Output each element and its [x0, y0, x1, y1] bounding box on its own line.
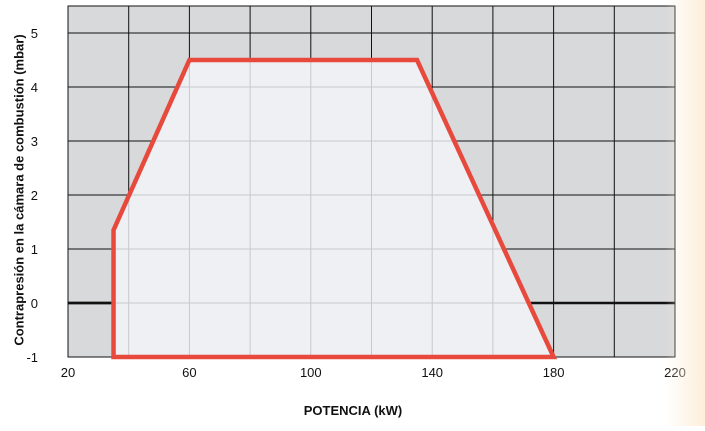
x-tick-label: 20: [61, 365, 75, 380]
y-tick-label: -1: [26, 350, 38, 365]
x-tick-label: 100: [300, 365, 322, 380]
y-tick-label: 2: [31, 188, 38, 203]
y-tick-label: 1: [31, 242, 38, 257]
y-tick-label: 5: [31, 26, 38, 41]
working-area-cover: [113, 60, 554, 357]
x-tick-label: 140: [421, 365, 443, 380]
decorative-edge-glow: [665, 0, 705, 426]
x-axis-title: POTENCIA (kW): [303, 402, 403, 418]
x-tick-label: 60: [182, 365, 196, 380]
x-tick-label: 180: [543, 365, 565, 380]
x-axis-title-box: POTENCIA (kW): [246, 396, 460, 424]
y-tick-label: 0: [31, 296, 38, 311]
y-axis-title-box: Contrapresión en la cámara de combustión…: [0, 0, 27, 380]
y-tick-label: 3: [31, 134, 38, 149]
y-axis-title: Contrapresión en la cámara de combustión…: [11, 34, 27, 346]
y-tick-label: 4: [31, 80, 38, 95]
working-area-outline: [111, 57, 558, 360]
